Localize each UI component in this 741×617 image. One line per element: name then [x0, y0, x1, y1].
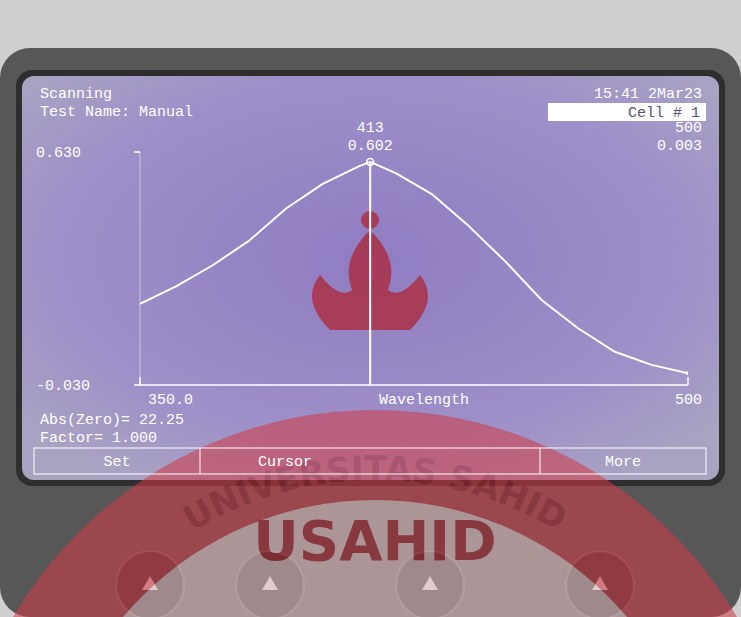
- readout-x-label: 500: [675, 120, 702, 137]
- zero: Abs(Zero)= 22.25: [40, 412, 184, 429]
- x-axis: [140, 384, 688, 386]
- y-axis: [140, 152, 141, 385]
- cursor-x-label: 413: [357, 120, 384, 137]
- x-axis-title: Wavelength: [379, 392, 469, 409]
- factor: Factor= 1.000: [40, 430, 157, 447]
- cursor-line: [369, 162, 371, 385]
- time: 15:41 2Mar23: [594, 86, 702, 103]
- readout-point: [686, 371, 688, 375]
- y-tick-label: 0.630: [36, 145, 81, 162]
- watermark-center-text: USAHID: [253, 508, 496, 573]
- y-tick: [134, 384, 140, 386]
- soft-key[interactable]: More: [605, 454, 641, 471]
- x-tick-label: 350.0: [148, 392, 193, 409]
- spectrum-line: [140, 162, 688, 374]
- cell-box: [548, 103, 706, 121]
- button-divider: [540, 448, 541, 474]
- soft-key[interactable]: Set: [103, 454, 130, 471]
- y-tick-label: -0.030: [36, 378, 90, 395]
- cursor-point: [367, 158, 374, 165]
- plot-area: [140, 158, 688, 385]
- readout-y-label: 0.003: [657, 138, 702, 155]
- cursor-y-label: 0.602: [348, 138, 393, 155]
- status: Scanning: [40, 86, 112, 103]
- watermark: UNIVERSITAS SAHIDUSAHID: [0, 410, 741, 617]
- x-tick: [687, 377, 689, 385]
- test-name: Test Name: Manual: [40, 104, 193, 121]
- y-tick: [134, 151, 140, 153]
- cell: Cell # 1: [628, 105, 700, 122]
- button-divider: [200, 448, 201, 474]
- x-tick-label: 500: [675, 392, 702, 409]
- x-tick: [139, 377, 141, 385]
- photo: UNIVERSITAS SAHIDUSAHID350.0 500 -0.030 0.6…: [0, 0, 741, 617]
- watermark-disk: [0, 410, 741, 617]
- button-bar: [34, 448, 706, 474]
- watermark-inner: [45, 500, 705, 617]
- soft-key[interactable]: Cursor: [258, 454, 312, 471]
